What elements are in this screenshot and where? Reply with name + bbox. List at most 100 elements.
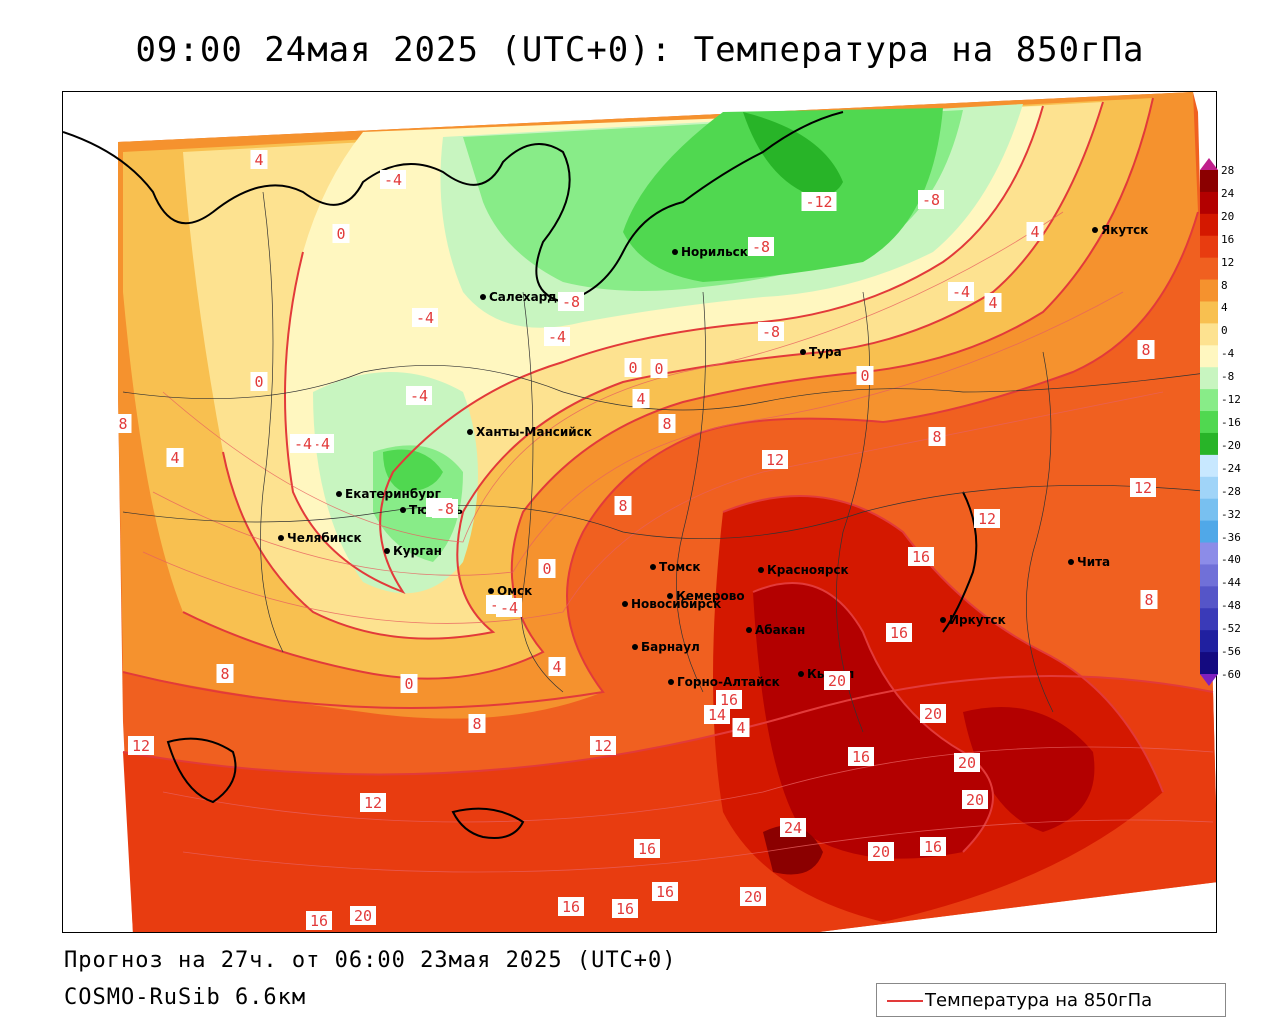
colorbar-label: -24: [1221, 461, 1241, 475]
isotherm-value: 16: [638, 840, 656, 858]
isotherm-value: 20: [744, 888, 762, 906]
temperature-map[interactable]: Якутск Норильск Салехард Тура Ханты-Мансийск…: [63, 92, 1217, 933]
isotherm-label-bg: [780, 818, 806, 837]
isotherm-label-bg: [360, 793, 386, 812]
city-name: Абакан: [755, 623, 805, 637]
isotherm-label-bg: [558, 292, 584, 311]
city-marker[interactable]: Кемерово: [667, 589, 745, 603]
colorbar-label: -36: [1221, 530, 1241, 544]
colorbar-swatch: [1200, 454, 1218, 478]
isotherm-value: 12: [594, 737, 612, 755]
city-marker[interactable]: Екатеринбург: [336, 487, 441, 501]
isotherm-value: 8: [618, 497, 627, 515]
isotherm-label-bg: [908, 547, 934, 566]
colorbar-swatch: [1200, 498, 1218, 522]
city-marker[interactable]: Салехард: [480, 290, 557, 304]
city-dot: [800, 349, 806, 355]
isotherm-label-bg: [920, 704, 946, 723]
city-marker[interactable]: Ханты-Мансийск: [467, 425, 592, 439]
isotherm-label: 20: [740, 887, 766, 906]
isotherm-value: 0: [336, 225, 345, 243]
isotherm-label: -12: [801, 192, 837, 211]
isotherm-label: 0: [856, 366, 874, 385]
isotherm-label: 16: [908, 547, 934, 566]
colorbar-bottom-tip: [1200, 674, 1218, 686]
colorbar-swatch: [1200, 476, 1218, 500]
city-marker[interactable]: Горно-Алтайск: [668, 675, 780, 689]
isotherm-label: 4: [250, 150, 268, 169]
city-dot: [668, 679, 674, 685]
isotherm-label-bg: [558, 897, 584, 916]
isotherm-value: 0: [542, 560, 551, 578]
city-marker[interactable]: Иркутск: [940, 613, 1006, 627]
city-name: Чита: [1077, 555, 1110, 569]
city-marker[interactable]: Томск: [650, 560, 701, 574]
isotherm-value: 16: [720, 691, 738, 709]
legend-line-swatch: [887, 1000, 923, 1002]
city-marker[interactable]: Норильск: [672, 245, 748, 259]
city-dot: [384, 548, 390, 554]
isotherm-label: -4: [412, 308, 438, 327]
colorbar-label: 4: [1221, 301, 1228, 315]
city-marker[interactable]: Челябинск: [278, 531, 362, 545]
isotherm-label: 8: [1137, 340, 1155, 359]
isotherm-label: 16: [848, 747, 874, 766]
isotherm-label-bg: [824, 671, 850, 690]
isotherm-label-bg: [468, 714, 486, 733]
city-marker[interactable]: Абакан: [746, 623, 805, 637]
city-name: Норильск: [681, 245, 748, 259]
colorbar-swatch: [1200, 170, 1218, 193]
city-dot: [1068, 559, 1074, 565]
isotherm-label-bg: [166, 448, 184, 467]
isotherm-label: -8: [758, 322, 784, 341]
isotherm-label-bg: [962, 790, 988, 809]
colorbar-label: -48: [1221, 599, 1241, 613]
temperature-colorbar: [1200, 158, 1218, 686]
isotherm-value: 4: [552, 658, 561, 676]
isotherm-value: 0: [628, 359, 637, 377]
isotherm-label-bg: [128, 736, 154, 755]
isotherm-label-bg: [928, 427, 946, 446]
colorbar-label: -60: [1221, 668, 1241, 681]
isotherm-label: 12: [128, 736, 154, 755]
city-marker[interactable]: Красноярск: [758, 563, 849, 577]
city-marker[interactable]: Барнаул: [632, 640, 700, 654]
isotherm-value: -8: [922, 191, 940, 209]
map-panel[interactable]: Якутск Норильск Салехард Тура Ханты-Мансийск…: [62, 91, 1217, 933]
colorbar-swatch: [1200, 367, 1218, 390]
isotherm-label: 8: [216, 664, 234, 683]
isotherm-value: -4: [548, 328, 566, 346]
city-marker[interactable]: Чита: [1068, 555, 1110, 569]
isotherm-value: 4: [988, 294, 997, 312]
coastlines: [63, 111, 978, 839]
isotherm-label-bg: [886, 623, 912, 642]
isotherm-label-bg: [974, 509, 1000, 528]
isotherm-value: -8: [562, 293, 580, 311]
isotherm-label-bg: [250, 150, 268, 169]
city-marker[interactable]: Тура: [800, 345, 842, 359]
isotherm-label-bg: [920, 837, 946, 856]
city-marker[interactable]: Якутск: [1092, 223, 1148, 237]
isotherm-label-bg: [432, 499, 458, 518]
city-name: Иркутск: [949, 613, 1006, 627]
isotherm-value: 16: [310, 912, 328, 930]
colorbar-label: -8: [1221, 370, 1235, 384]
isotherm-label-bg: [732, 718, 750, 737]
city-dot: [672, 249, 678, 255]
city-marker[interactable]: Курган: [384, 544, 442, 558]
isotherm-label: 16: [306, 911, 332, 930]
colorbar-swatch: [1200, 213, 1218, 237]
isotherm-value: -4: [410, 387, 428, 405]
city-marker[interactable]: Новосибирск: [622, 597, 721, 611]
isotherm-label: 16: [886, 623, 912, 642]
legend-label: Температура на 850гПа: [925, 990, 1153, 1011]
isotherm-value: 12: [978, 510, 996, 528]
isotherm-label-bg: [538, 559, 556, 578]
isotherm-label-bg: [704, 705, 730, 724]
isotherm-label: 8: [928, 427, 946, 446]
isotherm-value: 8: [118, 415, 127, 433]
isotherm-value: 20: [872, 843, 890, 861]
isotherm-value: 8: [472, 715, 481, 733]
city-marker[interactable]: Омск: [488, 584, 532, 598]
isotherm-label: 16: [920, 837, 946, 856]
